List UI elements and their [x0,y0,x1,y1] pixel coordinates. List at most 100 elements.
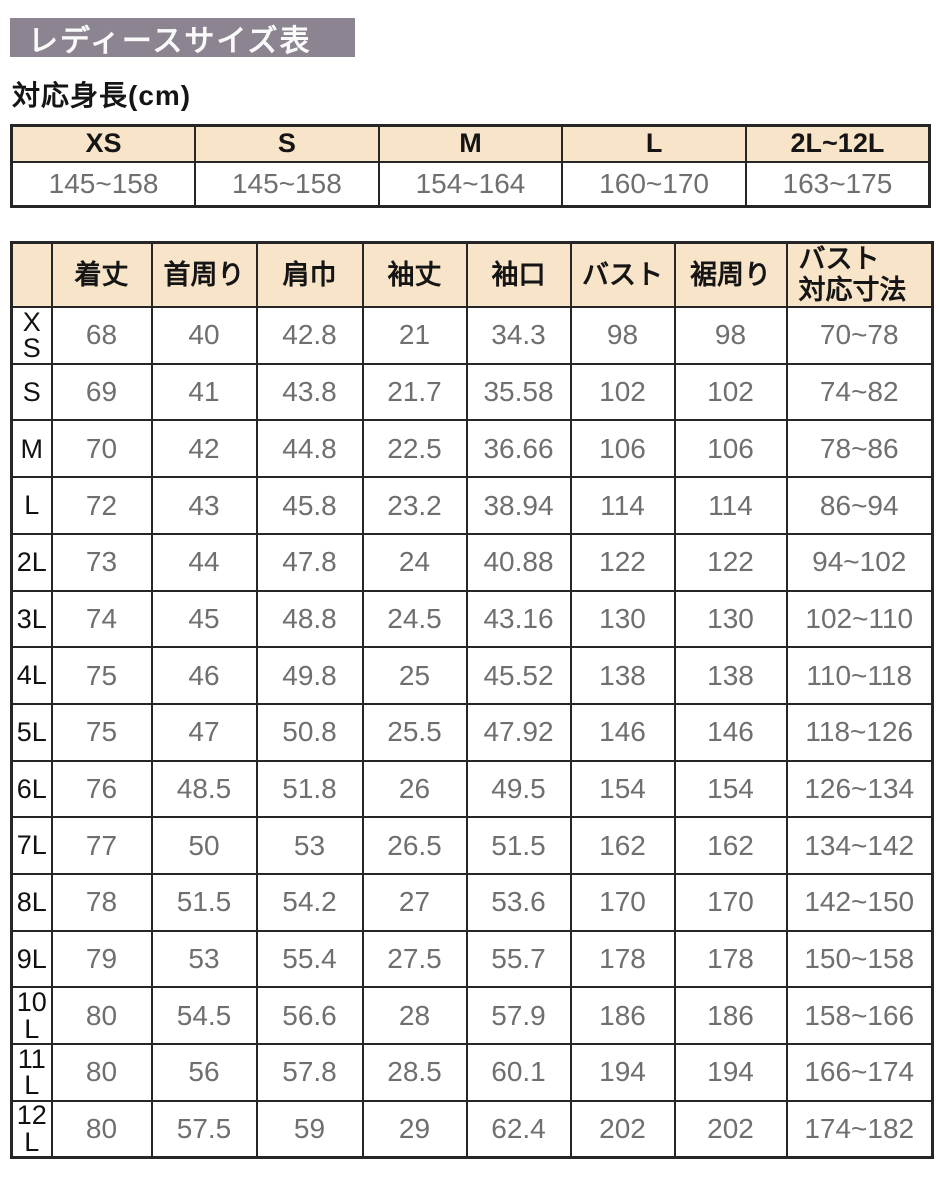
size-label: 11L [10,1043,53,1102]
table-row: 10L 80 54.5 56.6 28 57.9 186 186 158~166 [10,986,934,1046]
size-label: S [10,362,53,422]
height-section-label: 対応身長(cm) [12,80,192,111]
height-col-header: L [561,124,747,163]
table-row: XS 68 40 42.8 21 34.3 98 98 70~78 [10,306,934,365]
size-col-header: バスト [569,241,676,309]
size-value: 186 [673,986,788,1046]
size-value: 41 [150,362,258,422]
size-value: 72 [50,476,153,535]
table-row: 2L 73 44 47.8 24 40.88 122 122 94~102 [10,532,934,592]
size-value: 22.5 [361,419,468,479]
size-value: 174~182 [785,1099,934,1159]
size-value: 53.6 [465,872,572,932]
size-value: 178 [569,929,676,989]
size-value: 78 [50,872,153,932]
size-value: 24.5 [361,589,468,649]
size-value: 130 [673,589,788,649]
size-value: 44 [150,532,258,592]
size-value: 94~102 [785,532,934,592]
size-value: 79 [50,929,153,989]
size-value: 21.7 [361,362,468,422]
size-label: 9L [10,929,53,989]
size-label: 12L [10,1099,53,1159]
size-value: 130 [569,589,676,649]
size-value: 44.8 [255,419,364,479]
size-value: 38.94 [465,476,572,535]
table-row: 5L 75 47 50.8 25.5 47.92 146 146 118~126 [10,702,934,762]
size-value: 154 [569,759,676,819]
size-value: 98 [673,306,788,365]
size-value: 43 [150,476,258,535]
size-value: 202 [673,1099,788,1159]
size-value: 134~142 [785,816,934,875]
table-row: M 70 42 44.8 22.5 36.66 106 106 78~86 [10,419,934,479]
size-value: 54.2 [255,872,364,932]
height-value: 154~164 [377,160,564,208]
table-row: 11L 80 56 57.8 28.5 60.1 194 194 166~174 [10,1043,934,1102]
height-col-header: S [194,124,380,163]
table-row: 8L 78 51.5 54.2 27 53.6 170 170 142~150 [10,872,934,932]
size-value: 59 [255,1099,364,1159]
size-col-header: 裾周り [673,241,788,309]
size-value: 80 [50,1043,153,1102]
size-value: 194 [569,1043,676,1102]
size-value: 138 [673,646,788,705]
size-value: 55.7 [465,929,572,989]
size-value: 27 [361,872,468,932]
size-value: 142~150 [785,872,934,932]
size-value: 77 [50,816,153,875]
height-col-header: XS [10,124,197,163]
size-value: 51.5 [465,816,572,875]
size-value: 49.5 [465,759,572,819]
table-row: 3L 74 45 48.8 24.5 43.16 130 130 102~110 [10,589,934,649]
size-value: 69 [50,362,153,422]
size-label: 10L [10,986,53,1046]
size-value: 43.8 [255,362,364,422]
size-value: 24 [361,532,468,592]
size-value: 110~118 [785,646,934,705]
size-value: 26.5 [361,816,468,875]
size-value: 53 [150,929,258,989]
size-value: 150~158 [785,929,934,989]
size-value: 34.3 [465,306,572,365]
size-value: 53 [255,816,364,875]
size-value: 70~78 [785,306,934,365]
size-value: 51.8 [255,759,364,819]
size-label: 5L [10,702,53,762]
size-value: 60.1 [465,1043,572,1102]
size-value: 68 [50,306,153,365]
size-value: 42 [150,419,258,479]
size-value: 49.8 [255,646,364,705]
size-label: 6L [10,759,53,819]
size-value: 106 [673,419,788,479]
size-col-header: 袖丈 [361,241,468,309]
height-value: 163~175 [744,160,931,208]
size-value: 106 [569,419,676,479]
size-value: 178 [673,929,788,989]
size-col-header: 袖口 [465,241,572,309]
size-value: 162 [569,816,676,875]
size-value: 80 [50,986,153,1046]
height-col-header: M [377,124,564,163]
size-value: 23.2 [361,476,468,535]
size-value: 62.4 [465,1099,572,1159]
size-value: 47.8 [255,532,364,592]
size-value: 45.52 [465,646,572,705]
size-table-header-row: 着丈 首周り 肩巾 袖丈 袖口 バスト 裾周り バスト 対応寸法 [10,241,934,309]
size-value: 102~110 [785,589,934,649]
size-value: 21 [361,306,468,365]
size-value: 166~174 [785,1043,934,1102]
size-value: 29 [361,1099,468,1159]
size-value: 102 [673,362,788,422]
size-label: 4L [10,646,53,705]
size-value: 76 [50,759,153,819]
size-value: 50.8 [255,702,364,762]
table-row: 6L 76 48.5 51.8 26 49.5 154 154 126~134 [10,759,934,819]
size-value: 55.4 [255,929,364,989]
size-value: 26 [361,759,468,819]
size-value: 126~134 [785,759,934,819]
height-col-header: 2L~12L [744,124,931,163]
size-value: 28 [361,986,468,1046]
table-row: S 69 41 43.8 21.7 35.58 102 102 74~82 [10,362,934,422]
